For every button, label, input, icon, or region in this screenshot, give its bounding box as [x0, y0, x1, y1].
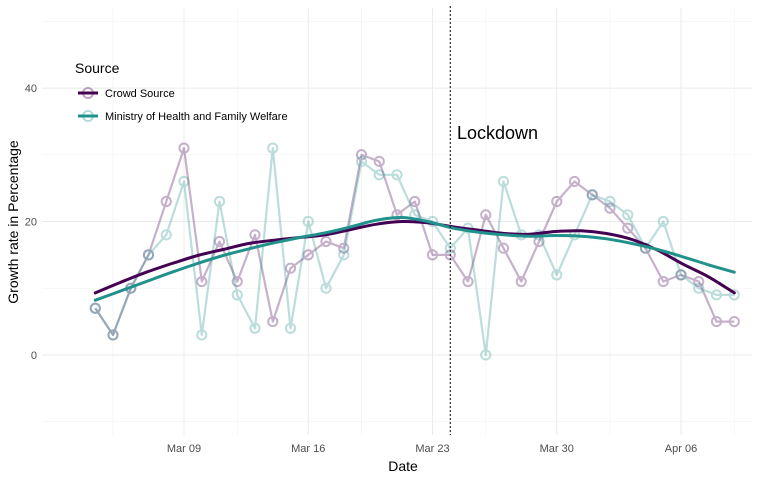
- legend-title: Source: [75, 60, 120, 76]
- data-point: [657, 275, 669, 288]
- data-point: [728, 289, 740, 301]
- data-point: [568, 175, 581, 188]
- data-point: [320, 282, 332, 294]
- data-point: [710, 289, 723, 301]
- data-point: [728, 315, 740, 328]
- data-point: [497, 242, 510, 254]
- data-point: [231, 275, 243, 288]
- data-point: [302, 249, 314, 261]
- legend: Source Crowd Source Ministry of Health an…: [75, 60, 288, 123]
- data-point: [391, 169, 403, 181]
- data-point: [267, 315, 279, 328]
- data-point: [89, 302, 101, 314]
- data-point: [355, 149, 368, 161]
- data-point: [142, 249, 155, 261]
- data-point: [373, 169, 385, 181]
- data-point: [675, 269, 687, 281]
- lockdown-annotation: Lockdown: [457, 123, 538, 143]
- data-point: [622, 209, 634, 221]
- data-point: [604, 195, 616, 208]
- x-tick-label: Apr 06: [665, 443, 697, 455]
- data-point: [178, 142, 190, 154]
- data-point: [338, 249, 350, 261]
- data-point: [622, 222, 634, 234]
- data-point: [160, 195, 172, 208]
- y-axis-ticks: 0 20 40: [25, 83, 37, 362]
- x-axis-title: Date: [388, 458, 418, 474]
- data-point: [710, 315, 723, 328]
- data-point: [213, 195, 226, 208]
- data-point: [320, 235, 332, 248]
- data-point: [178, 175, 190, 188]
- legend-key-point: [82, 110, 94, 122]
- legend-entries: Crowd Source Ministry of Health and Famil…: [78, 87, 288, 123]
- x-tick-label: Mar 30: [540, 443, 574, 455]
- data-point: [89, 302, 101, 314]
- data-point: [391, 209, 403, 221]
- x-tick-label: Mar 16: [291, 443, 325, 455]
- data-point: [284, 322, 297, 334]
- trend-curve-0: [93, 219, 736, 295]
- data-point: [551, 269, 563, 281]
- data-point: [213, 235, 226, 248]
- data-point: [338, 242, 350, 254]
- data-point: [462, 275, 474, 288]
- legend-key-point: [82, 87, 94, 99]
- data-point: [551, 195, 563, 208]
- data-point: [480, 209, 492, 221]
- x-axis-ticks: Mar 09 Mar 16 Mar 23 Mar 30 Apr 06: [167, 443, 697, 455]
- data-point: [284, 262, 297, 274]
- series-layer: [89, 142, 740, 361]
- legend-label: Ministry of Health and Family Welfare: [105, 111, 288, 123]
- data-point: [426, 249, 439, 261]
- data-point: [480, 349, 492, 361]
- y-tick-label: 0: [31, 350, 37, 362]
- data-point: [107, 329, 119, 341]
- legend-label: Crowd Source: [105, 88, 175, 100]
- y-tick-label: 40: [25, 83, 37, 95]
- data-point: [267, 142, 279, 154]
- data-point: [657, 215, 669, 228]
- y-tick-label: 20: [25, 217, 37, 229]
- data-point: [515, 275, 527, 288]
- data-point: [302, 215, 314, 228]
- data-point: [586, 189, 598, 201]
- data-point: [497, 175, 510, 188]
- data-point: [409, 195, 421, 208]
- smooth-layer: [93, 215, 736, 302]
- data-point: [142, 249, 155, 261]
- legend-item: Ministry of Health and Family Welfare: [78, 110, 288, 123]
- x-tick-label: Mar 23: [415, 443, 449, 455]
- series-line: [94, 147, 735, 336]
- data-point: [249, 322, 261, 334]
- data-point: [373, 155, 385, 168]
- x-tick-label: Mar 09: [167, 443, 201, 455]
- data-point: [196, 275, 208, 288]
- series-line: [94, 147, 735, 356]
- data-point: [675, 269, 687, 281]
- data-point: [249, 229, 261, 241]
- data-point: [231, 289, 243, 301]
- data-point: [107, 329, 119, 341]
- legend-item: Crowd Source: [78, 87, 175, 100]
- data-point: [604, 202, 616, 214]
- data-point: [693, 282, 705, 294]
- data-point: [355, 155, 368, 168]
- data-point: [693, 275, 705, 288]
- data-point: [586, 189, 598, 201]
- trend-curve-1: [93, 215, 736, 302]
- y-axis-title: Growth rate in Percentage: [5, 140, 21, 304]
- data-point: [196, 329, 208, 341]
- data-point: [160, 229, 172, 241]
